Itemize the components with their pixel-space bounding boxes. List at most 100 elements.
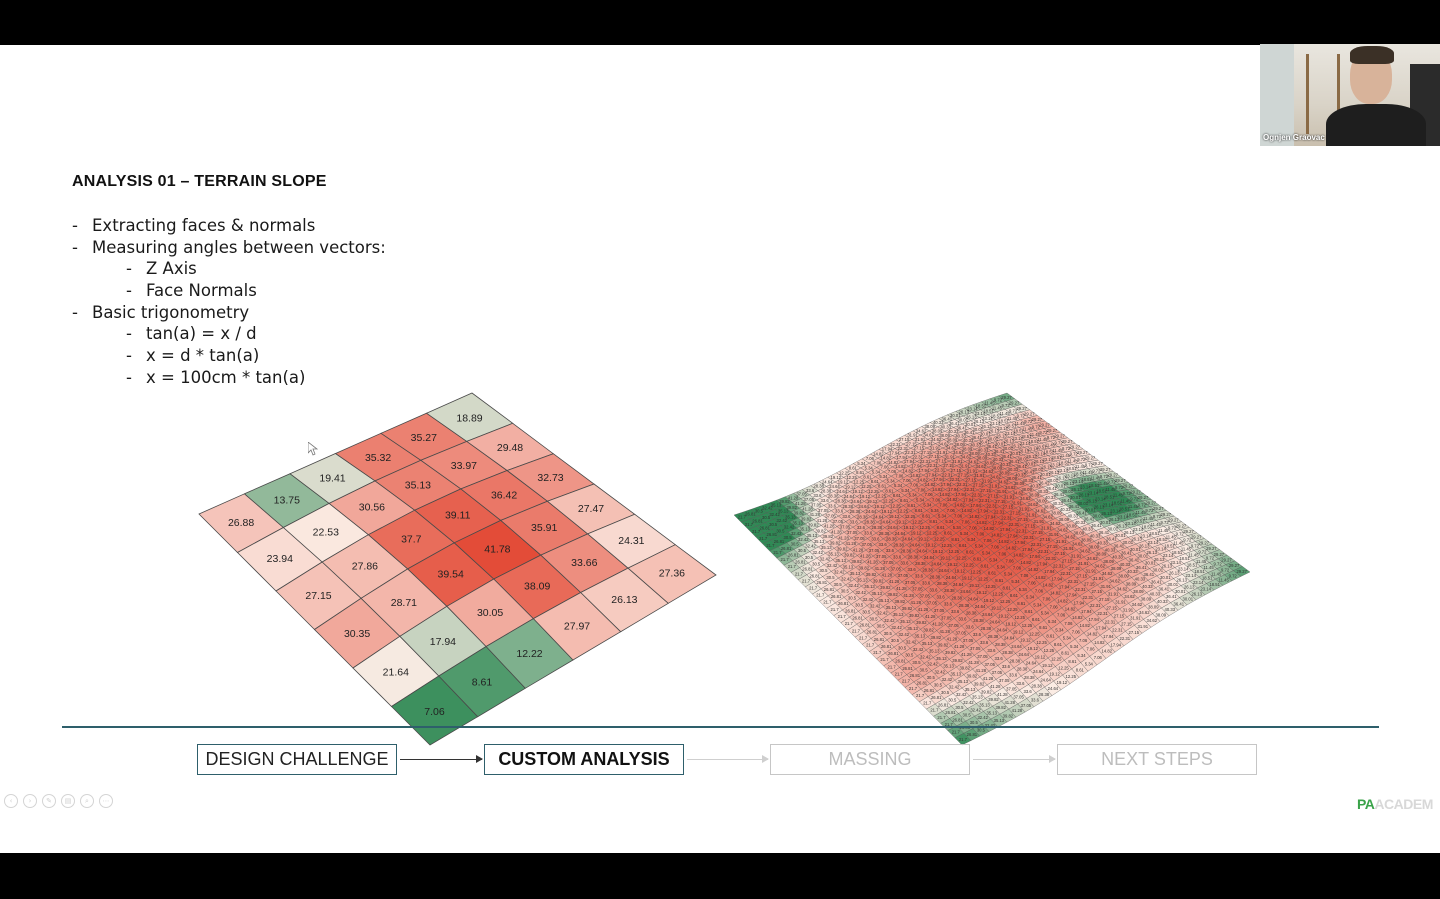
mesh-cell-value: 11.45 — [1219, 578, 1230, 583]
mesh-cell-value: 31.91 — [1048, 532, 1059, 537]
mesh-cell-value: 8.61 — [966, 550, 975, 555]
mesh-cell-value: 5.34 — [953, 525, 962, 530]
mesh-cell-value: 24.64 — [844, 494, 855, 499]
prev-icon[interactable]: ‹ — [4, 794, 18, 808]
mesh-cell-value: 11.45 — [1030, 432, 1041, 437]
mesh-cell-value: 41.28 — [911, 600, 922, 605]
mesh-cell-value: 31.91 — [1004, 495, 1015, 500]
mesh-cell-value: 9.72 — [994, 398, 1003, 403]
mesh-cell-value: 19.12 — [845, 484, 856, 489]
mesh-cell-value: 36.41 — [1031, 475, 1042, 480]
more-icon[interactable]: ⋯ — [99, 794, 113, 808]
mesh-cell-value: 32.42 — [977, 715, 988, 720]
step-massing: MASSING — [770, 744, 970, 775]
mesh-cell-value: 31.91 — [1071, 553, 1082, 558]
mesh-cell-value: 36.41 — [1039, 480, 1050, 485]
mesh-cell-value: 5.34 — [938, 513, 947, 518]
mesh-cell-value: 27.15 — [988, 493, 999, 498]
mesh-cell-value: 27.15 — [936, 459, 947, 464]
flow-arrow — [400, 755, 483, 763]
mesh-cell-value: 32.42 — [863, 597, 874, 602]
mesh-cell-value: 18.51 — [976, 403, 987, 408]
mesh-cell-value: 9.72 — [1032, 424, 1041, 429]
mesh-cell-value: 35.13 — [828, 552, 839, 557]
mesh-cell-value: 33.6 — [850, 519, 859, 524]
mesh-cell-value: 38.09 — [1141, 597, 1152, 602]
mesh-cell-value: 19.12 — [962, 576, 973, 581]
mesh-cell-value: 38.09 — [977, 456, 988, 461]
mesh-cell-value: 21.7 — [866, 643, 875, 648]
mesh-cell-value: 5.34 — [931, 508, 940, 513]
mesh-cell-value: 28.38 — [995, 642, 1006, 647]
mesh-cell-value: 37.05 — [999, 678, 1010, 683]
bullet-dash: - — [72, 216, 78, 235]
grid-cell-value: 26.88 — [228, 517, 254, 529]
slides-icon[interactable]: ▤ — [61, 794, 75, 808]
mesh-cell-value: 37.05 — [804, 497, 815, 502]
video-person-hair — [1350, 46, 1394, 64]
mesh-cell-value: 19.12 — [1020, 638, 1031, 643]
mesh-cell-value: 26.13 — [1191, 591, 1202, 596]
mesh-cell-value: 23.14 — [1200, 587, 1211, 592]
mesh-cell-value: 26.81 — [802, 566, 813, 571]
logo-mark: PA — [1357, 796, 1375, 812]
mesh-cell-value: 39.82 — [931, 635, 942, 640]
mesh-cell-value: 32.42 — [791, 531, 802, 536]
mesh-cell-value: 23.14 — [1005, 431, 1016, 436]
grid-cell-value: 28.71 — [391, 597, 417, 609]
mesh-cell-value: 5.34 — [1041, 611, 1050, 616]
mesh-cell-value: 8.61 — [1068, 659, 1077, 664]
mesh-cell-value: 30.5 — [941, 690, 950, 695]
mesh-cell-value: 26.81 — [931, 695, 942, 700]
mesh-cell-value: 40.33 — [940, 425, 951, 430]
mesh-cell-value: 27.15 — [1047, 544, 1058, 549]
mesh-cell-value: 5.34 — [857, 461, 866, 466]
mesh-cell-value: 40.33 — [1165, 607, 1176, 612]
next-icon[interactable]: › — [23, 794, 37, 808]
mesh-cell-value: 17.94 — [1081, 609, 1092, 614]
mesh-cell-value: 9.72 — [1070, 452, 1079, 457]
mesh-cell-value: 21.7 — [816, 593, 825, 598]
mesh-cell-value: 8.61 — [1076, 668, 1085, 673]
mesh-cell-value: 27.15 — [1017, 517, 1028, 522]
mesh-cell-value: 12.25 — [1007, 607, 1018, 612]
mesh-cell-value: 33.6 — [893, 554, 902, 559]
mesh-cell-value: 26.13 — [1184, 585, 1195, 590]
mesh-cell-value: 31.91 — [1093, 576, 1104, 581]
mesh-cell-value: 21.7 — [781, 557, 790, 562]
mesh-cell-value: 34.62 — [931, 437, 942, 442]
mesh-cell-value: 41.28 — [947, 637, 958, 642]
mesh-cell-value: 7.06 — [998, 551, 1007, 556]
zoom-icon[interactable]: ⌕ — [80, 794, 94, 808]
mesh-cell-value: 28.38 — [850, 509, 861, 514]
mesh-cell-value: 26.81 — [867, 630, 878, 635]
grid-cell-value: 33.66 — [571, 557, 597, 569]
grid-cell-value: 35.91 — [531, 522, 557, 534]
mesh-cell-value: 29.27 — [1214, 552, 1225, 557]
mesh-cell-value: 12.25 — [1044, 648, 1055, 653]
mesh-cell-value: 35.13 — [951, 671, 962, 676]
mesh-cell-value: 12.25 — [876, 494, 887, 499]
mesh-cell-value: 14.82 — [910, 473, 921, 478]
mesh-cell-value: 30.5 — [755, 509, 764, 514]
grid-cell-value: 37.7 — [401, 533, 422, 545]
mesh-cell-value: 28.38 — [937, 581, 948, 586]
mesh-cell-value: 37.05 — [847, 530, 858, 535]
mesh-cell-value: 19.12 — [976, 590, 987, 595]
mesh-cell-value: 31.91 — [1086, 568, 1097, 573]
mesh-cell-value: 14.82 — [1028, 567, 1039, 572]
mesh-cell-value: 17.94 — [1088, 617, 1099, 622]
mesh-cell-value: 37.05 — [876, 554, 887, 559]
mesh-cell-value: 18.51 — [998, 419, 1009, 424]
bullet-dash: - — [126, 281, 132, 301]
mesh-cell-value: 26.13 — [996, 434, 1007, 439]
pen-icon[interactable]: ✎ — [42, 794, 56, 808]
bullet-text: Basic trigonometry — [92, 302, 250, 322]
mesh-cell-value: 24.64 — [1040, 678, 1051, 683]
mesh-cell-value: 12.25 — [949, 549, 960, 554]
mesh-cell-value: 37.05 — [970, 646, 981, 651]
mesh-cell-value: 7.06 — [881, 465, 890, 470]
mesh-cell-value: 41.28 — [867, 560, 878, 565]
participant-video[interactable]: Ognjen Graovac — [1260, 44, 1440, 146]
mesh-cell-value: 35.13 — [972, 695, 983, 700]
